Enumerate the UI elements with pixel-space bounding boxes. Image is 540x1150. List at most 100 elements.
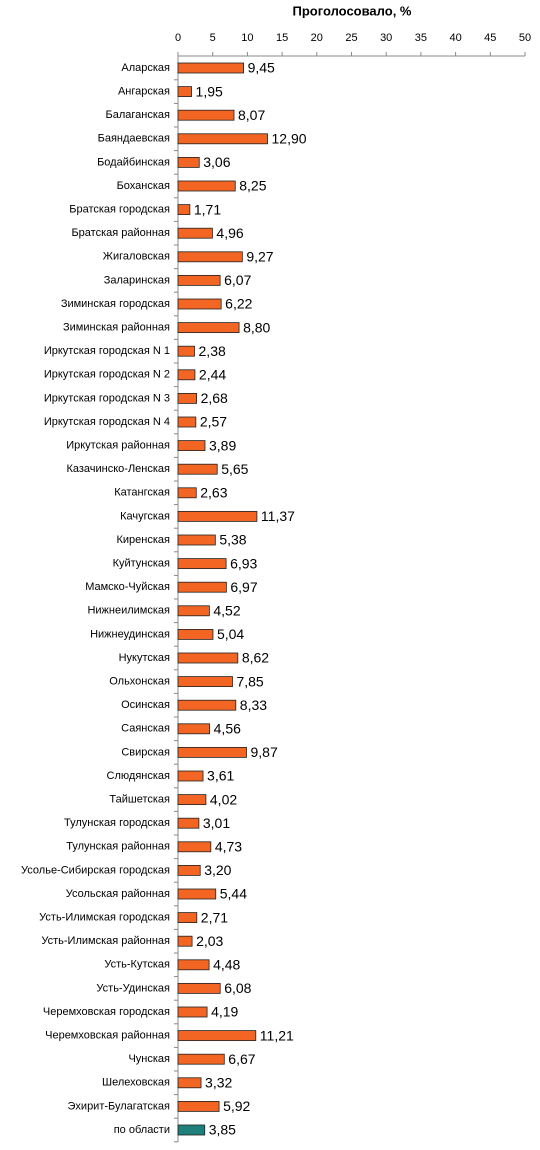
value-label: 3,06 (203, 154, 230, 170)
y-tick-label: Усть-Илимская районная (41, 935, 170, 947)
y-tick-label: Нижнеилимская (87, 605, 170, 617)
bar (177, 180, 236, 192)
value-label: 6,67 (228, 1051, 255, 1067)
value-label: 2,71 (201, 909, 228, 925)
bar (177, 1030, 257, 1041)
value-label: 12,90 (272, 131, 307, 147)
x-tick-label: 45 (484, 32, 496, 44)
y-tick-label: Иркутская районная (66, 440, 170, 452)
y-tick-label: Балаганская (106, 109, 171, 121)
y-tick-label: Братская районная (71, 227, 170, 239)
value-label: 6,22 (225, 296, 252, 312)
y-tick-label: Казачинско-Ленская (66, 463, 170, 475)
value-label: 6,08 (224, 980, 251, 996)
x-tick-label: 15 (276, 32, 288, 44)
y-tick-label: Иркутская городская N 3 (44, 392, 170, 404)
y-tick-label: Усть-Кутская (104, 959, 170, 971)
value-label: 4,56 (214, 721, 241, 737)
value-label: 4,02 (210, 791, 237, 807)
value-label: 3,01 (203, 815, 230, 831)
value-label: 4,73 (215, 839, 242, 855)
bar (177, 227, 213, 239)
y-tick-label: Тулунская районная (66, 841, 170, 853)
bar (177, 274, 221, 286)
bar (177, 1077, 202, 1089)
y-tick-label: Усть-Удинская (96, 982, 170, 994)
y-tick-label: Усть-Илимская городская (39, 912, 170, 924)
bar (177, 605, 210, 617)
value-label: 8,62 (242, 650, 269, 666)
bar (177, 794, 207, 805)
value-label: 6,97 (230, 579, 257, 595)
bar (177, 1053, 225, 1065)
y-tick-label: Слюдянская (107, 770, 170, 782)
y-tick-label: Заларинская (104, 274, 170, 286)
y-tick-label: Ольхонская (109, 676, 170, 688)
value-label: 8,07 (238, 107, 265, 123)
value-label: 5,65 (221, 461, 248, 477)
bar (177, 629, 214, 640)
value-label: 6,07 (224, 272, 251, 288)
value-label: 2,03 (196, 933, 223, 949)
y-tick-label: Баяндаевская (98, 133, 170, 145)
y-tick-label: Осинская (121, 699, 170, 711)
y-tick-label: Зиминская городская (61, 298, 170, 310)
value-label: 11,21 (260, 1027, 294, 1043)
value-label: 2,68 (201, 390, 228, 406)
y-tick-label: Мамско-Чуйская (85, 581, 170, 593)
x-tick-label: 35 (415, 32, 427, 44)
y-tick-label: Иркутская городская N 4 (44, 416, 170, 428)
x-tick-label: 20 (311, 32, 323, 44)
bar (177, 723, 211, 735)
value-label: 5,92 (223, 1098, 250, 1114)
bar (177, 416, 197, 428)
bar (177, 133, 268, 145)
y-tick-label: Аларская (121, 62, 170, 74)
y-tick-label: Иркутская городская N 2 (44, 369, 170, 381)
value-label: 4,52 (213, 603, 240, 619)
bar (177, 699, 237, 711)
y-tick-label: Куйтунская (113, 558, 170, 570)
y-tick-label: Шелеховская (102, 1077, 170, 1089)
value-label: 6,93 (230, 555, 257, 571)
value-label: 5,04 (217, 626, 244, 642)
y-tick-label: Качугская (120, 510, 170, 522)
value-label: 3,61 (207, 768, 234, 784)
y-tick-label: Нижнеудинская (90, 628, 170, 640)
x-tick-label: 25 (345, 32, 357, 44)
y-tick-label: Иркутская городская N 1 (44, 345, 170, 357)
value-label: 2,38 (199, 343, 226, 359)
value-label: 9,27 (246, 249, 273, 265)
bar (177, 747, 247, 758)
bar (177, 1101, 220, 1112)
y-tick-label: Тайшетская (109, 794, 170, 806)
bar (177, 62, 244, 74)
value-label: 3,32 (205, 1075, 232, 1091)
bar (177, 156, 200, 168)
bar (177, 109, 235, 121)
y-tick-label: Свирская (121, 746, 170, 758)
y-tick-label: Эхирит-Булагатская (68, 1100, 171, 1112)
bar (177, 487, 197, 499)
x-tick-label: 40 (449, 32, 461, 44)
x-tick-label: 5 (210, 32, 216, 44)
value-label: 9,87 (250, 744, 277, 760)
value-label: 2,63 (200, 485, 227, 501)
y-tick-label: Чунская (128, 1053, 170, 1065)
bar (177, 345, 195, 357)
x-tick-label: 50 (519, 32, 531, 44)
bar (177, 841, 212, 853)
value-label: 7,85 (236, 673, 263, 689)
value-label: 3,85 (209, 1122, 236, 1138)
x-tick-label: 0 (175, 32, 181, 44)
y-tick-label: Ангарская (118, 86, 170, 98)
value-label: 5,44 (220, 886, 247, 902)
value-label: 8,33 (240, 697, 267, 713)
value-label: 4,96 (216, 225, 243, 241)
bar (177, 912, 198, 923)
bar (177, 440, 206, 452)
y-tick-label: Зиминская районная (63, 322, 170, 334)
y-tick-label: Усолье-Сибирская городская (21, 864, 170, 876)
